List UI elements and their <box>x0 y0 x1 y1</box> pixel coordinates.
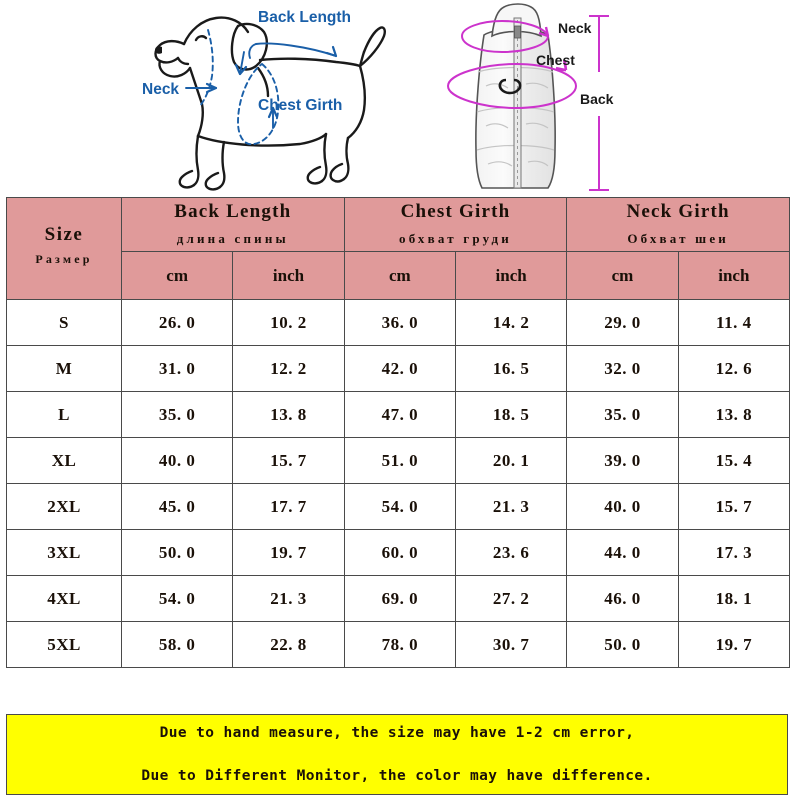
header-unit-chest-cm: cm <box>343 251 456 301</box>
size-chart-table: Size Размер Back Length длина спины Ches… <box>6 196 791 669</box>
jacket-label-neck: Neck <box>558 20 592 36</box>
header-chest-girth-ru: обхват груди <box>399 230 512 246</box>
cell-value: 19. 7 <box>677 621 791 669</box>
cell-value: 58. 0 <box>120 621 234 669</box>
table-row: 4XL 54. 0 21. 3 69. 0 27. 2 46. 0 18. 1 <box>6 575 791 623</box>
header-back-length: Back Length длина спины <box>121 196 345 253</box>
cell-value: 44. 0 <box>566 529 679 577</box>
table-row: M 31. 0 12. 2 42. 0 16. 5 32. 0 12. 6 <box>6 345 791 393</box>
cell-value: 22. 8 <box>232 621 345 669</box>
cell-value: 15. 7 <box>677 483 791 531</box>
cell-value: 35. 0 <box>566 391 679 439</box>
header-back-length-ru: длина спины <box>176 230 289 246</box>
cell-value: 12. 6 <box>677 345 791 393</box>
dog-label-neck: Neck <box>142 81 179 98</box>
dog-measurement-diagram: Back Length Neck Chest Girth <box>140 0 390 195</box>
header-size-en: Size <box>44 224 84 246</box>
header-back-length-en: Back Length <box>174 201 292 222</box>
cell-value: 10. 2 <box>232 299 345 347</box>
cell-value: 47. 0 <box>343 391 456 439</box>
header-neck-girth-ru: Обхват шеи <box>627 230 729 246</box>
cell-value: 42. 0 <box>343 345 456 393</box>
cell-size: M <box>6 345 122 393</box>
header-unit-backlength-inch: inch <box>232 251 345 301</box>
cell-value: 54. 0 <box>343 483 456 531</box>
cell-value: 60. 0 <box>343 529 456 577</box>
header-unit-chest-inch: inch <box>454 251 568 301</box>
cell-value: 50. 0 <box>566 621 679 669</box>
header-unit-neck-cm: cm <box>566 251 679 301</box>
header-size: Size Размер <box>6 196 122 301</box>
table-row: XL 40. 0 15. 7 51. 0 20. 1 39. 0 15. 4 <box>6 437 791 485</box>
cell-size: 3XL <box>6 529 122 577</box>
cell-value: 21. 3 <box>454 483 568 531</box>
cell-value: 26. 0 <box>120 299 234 347</box>
diagram-section: Back Length Neck Chest Girth <box>0 0 800 197</box>
table-header-group-row: Size Размер Back Length длина спины Ches… <box>6 196 790 301</box>
cell-value: 15. 4 <box>677 437 791 485</box>
header-unit-neck-inch: inch <box>677 251 791 301</box>
cell-value: 51. 0 <box>343 437 456 485</box>
cell-size: XL <box>6 437 122 485</box>
cell-size: L <box>6 391 122 439</box>
header-unit-backlength-cm: cm <box>120 251 234 301</box>
cell-value: 35. 0 <box>120 391 234 439</box>
dog-label-chest-girth: Chest Girth <box>258 97 342 114</box>
table-header-unit-row: cm inch cm inch cm inch <box>7 251 791 301</box>
disclaimer-footer: Due to hand measure, the size may have 1… <box>6 714 788 795</box>
cell-value: 23. 6 <box>454 529 568 577</box>
cell-value: 40. 0 <box>120 437 234 485</box>
cell-value: 17. 3 <box>677 529 791 577</box>
cell-value: 27. 2 <box>454 575 568 623</box>
cell-value: 69. 0 <box>343 575 456 623</box>
cell-value: 31. 0 <box>120 345 234 393</box>
cell-size: S <box>6 299 122 347</box>
jacket-measurement-diagram: Neck Chest Back <box>440 0 640 196</box>
cell-value: 20. 1 <box>454 437 568 485</box>
cell-size: 4XL <box>6 575 122 623</box>
cell-value: 14. 2 <box>454 299 568 347</box>
cell-value: 40. 0 <box>566 483 679 531</box>
cell-value: 17. 7 <box>232 483 345 531</box>
table-row: L 35. 0 13. 8 47. 0 18. 5 35. 0 13. 8 <box>6 391 791 439</box>
cell-value: 50. 0 <box>120 529 234 577</box>
header-chest-girth: Chest Girth обхват груди <box>343 196 568 253</box>
cell-value: 18. 1 <box>677 575 791 623</box>
header-neck-girth: Neck Girth Обхват шеи <box>566 196 790 253</box>
cell-size: 5XL <box>6 621 122 669</box>
table-row: 3XL 50. 0 19. 7 60. 0 23. 6 44. 0 17. 3 <box>6 529 791 577</box>
cell-value: 18. 5 <box>454 391 568 439</box>
cell-value: 39. 0 <box>566 437 679 485</box>
cell-value: 45. 0 <box>120 483 234 531</box>
cell-value: 21. 3 <box>232 575 345 623</box>
jacket-label-chest: Chest <box>536 52 575 68</box>
disclaimer-line-2: Due to Different Monitor, the color may … <box>141 767 653 784</box>
cell-value: 36. 0 <box>343 299 456 347</box>
cell-value: 13. 8 <box>677 391 791 439</box>
cell-value: 15. 7 <box>232 437 345 485</box>
dog-label-back-length: Back Length <box>258 9 351 26</box>
disclaimer-line-1: Due to hand measure, the size may have 1… <box>159 725 635 741</box>
cell-value: 30. 7 <box>454 621 568 669</box>
cell-value: 32. 0 <box>566 345 679 393</box>
cell-value: 54. 0 <box>120 575 234 623</box>
cell-value: 78. 0 <box>343 621 456 669</box>
cell-value: 12. 2 <box>232 345 345 393</box>
cell-value: 11. 4 <box>677 299 791 347</box>
jacket-label-back: Back <box>580 91 614 107</box>
table-row: 2XL 45. 0 17. 7 54. 0 21. 3 40. 0 15. 7 <box>6 483 791 531</box>
cell-value: 13. 8 <box>232 391 345 439</box>
cell-size: 2XL <box>6 483 122 531</box>
cell-value: 29. 0 <box>566 299 679 347</box>
table-row: S 26. 0 10. 2 36. 0 14. 2 29. 0 11. 4 <box>6 299 791 347</box>
cell-value: 19. 7 <box>232 529 345 577</box>
cell-value: 46. 0 <box>566 575 679 623</box>
cell-value: 16. 5 <box>454 345 568 393</box>
table-body: S 26. 0 10. 2 36. 0 14. 2 29. 0 11. 4 M … <box>6 299 791 669</box>
header-neck-girth-en: Neck Girth <box>626 201 730 222</box>
header-size-ru: Размер <box>35 252 93 267</box>
header-chest-girth-en: Chest Girth <box>400 201 511 222</box>
table-row: 5XL 58. 0 22. 8 78. 0 30. 7 50. 0 19. 7 <box>6 621 791 669</box>
